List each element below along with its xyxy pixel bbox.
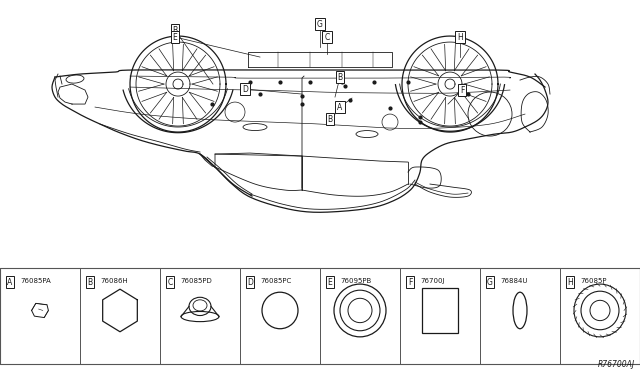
Text: G: G [317, 20, 323, 29]
Text: 76085PC: 76085PC [260, 278, 291, 283]
Text: 76884U: 76884U [500, 278, 527, 283]
Text: E: E [328, 278, 332, 287]
Bar [0, 267, 80, 364]
Bar [560, 267, 640, 364]
Text: 76700J: 76700J [420, 278, 445, 283]
Bar [320, 267, 400, 364]
Bar [160, 267, 240, 364]
Bar [422, 288, 458, 333]
Bar [480, 267, 560, 364]
Text: 76085PA: 76085PA [20, 278, 51, 283]
Text: H: H [567, 278, 573, 287]
Text: B: B [328, 115, 333, 124]
Text: 76095PB: 76095PB [340, 278, 371, 283]
Text: A: A [337, 103, 342, 112]
Text: C: C [324, 33, 330, 42]
Text: B: B [337, 73, 342, 81]
Text: G: G [487, 278, 493, 287]
Text: D: D [247, 278, 253, 287]
Text: R76700AJ: R76700AJ [598, 360, 635, 369]
Text: F: F [408, 278, 412, 287]
Bar [0, 267, 640, 364]
Text: 76085P: 76085P [580, 278, 607, 283]
Text: A: A [8, 278, 13, 287]
Bar [240, 267, 320, 364]
Text: 76086H: 76086H [100, 278, 128, 283]
Text: B: B [88, 278, 93, 287]
Bar [400, 267, 480, 364]
Text: 76085PD: 76085PD [180, 278, 212, 283]
Text: C: C [168, 278, 173, 287]
Text: E: E [173, 33, 177, 42]
Text: H: H [457, 33, 463, 42]
Bar [80, 267, 160, 364]
Text: B: B [172, 26, 177, 35]
Text: D: D [242, 84, 248, 94]
Text: F: F [460, 86, 464, 94]
